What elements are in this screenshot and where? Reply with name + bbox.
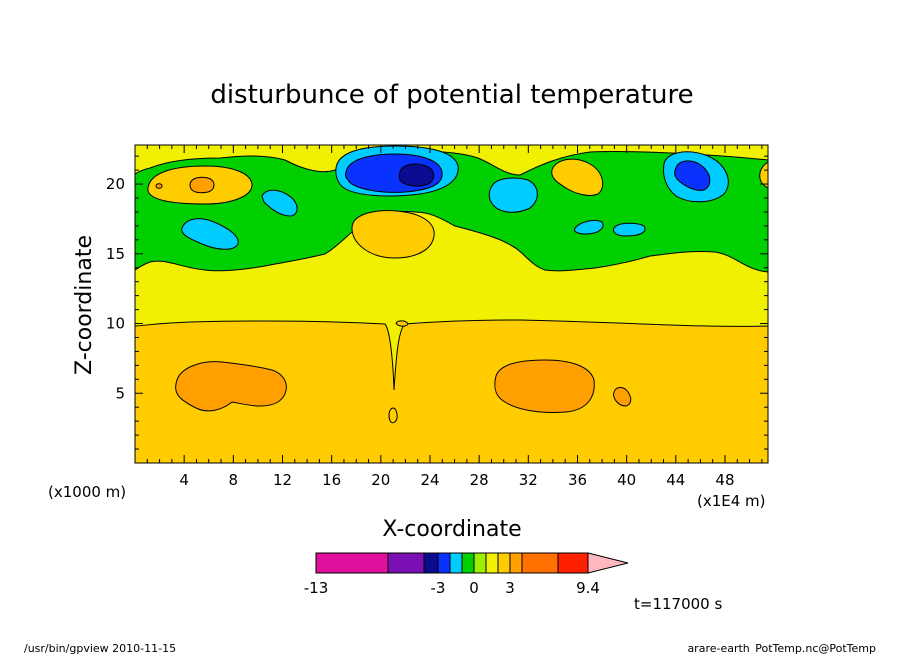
colorbar-segment [461, 552, 475, 574]
region-thin-center-cell [388, 407, 398, 424]
region-cell-left-bottom [175, 361, 287, 412]
colorbar-segment [557, 552, 589, 574]
colorbar-arrow [587, 552, 629, 574]
colorbar-segment [485, 552, 499, 574]
y-tick-label: 10 [106, 315, 125, 333]
colorbar [315, 552, 629, 574]
plot-frame [134, 144, 769, 464]
x-unit-right: (x1E4 m) [697, 492, 766, 510]
x-unit-left: (x1000 m) [48, 483, 126, 501]
x-tick-label: 24 [420, 471, 439, 489]
x-tick-label: 8 [229, 471, 239, 489]
region-blue-top-right [674, 160, 711, 191]
colorbar-segment [521, 552, 559, 574]
time-label: t=117000 s [634, 595, 722, 613]
y-tick-label: 20 [106, 175, 125, 193]
colorbar-labels: -13 -3 0 3 9.4 [304, 579, 600, 597]
region-cell-small-right [613, 387, 632, 407]
colorbar-segment [387, 552, 425, 574]
x-tick-label: 44 [666, 471, 685, 489]
x-tick-label: 12 [273, 471, 292, 489]
region-orange-mid [351, 210, 435, 259]
colorbar-segment [449, 552, 463, 574]
x-tick-label: 48 [715, 471, 734, 489]
y-tick-label: 5 [115, 384, 125, 402]
region-cyan-mid-right [488, 177, 538, 213]
region-cyan-left [181, 218, 239, 250]
x-tick-label: 28 [470, 471, 489, 489]
x-tick-label: 4 [179, 471, 189, 489]
region-small-top-center-cell [395, 320, 409, 327]
colorbar-segment [509, 552, 523, 574]
colorbar-label: -13 [304, 579, 329, 597]
source-label: arare-earth_PotTemp.nc@PotTemp [687, 642, 876, 654]
axis-ticks [135, 145, 768, 463]
colorbar-label: -3 [431, 579, 446, 597]
region-upper-layer [135, 145, 768, 273]
colorbar-segment [473, 552, 487, 574]
chart-title: disturbunce of potential temperature [210, 80, 693, 110]
y-tick-label: 15 [106, 245, 125, 263]
colorbar-segment [437, 552, 451, 574]
x-tick-label: 20 [371, 471, 390, 489]
colorbar-label: 9.4 [576, 579, 600, 597]
x-tick-label: 36 [568, 471, 587, 489]
region-small-top-left-cell [155, 183, 163, 189]
x-tick-label: 16 [322, 471, 341, 489]
region-cell-left-top [189, 176, 215, 194]
colorbar-label: 0 [469, 579, 479, 597]
region-cyan-far-right [613, 222, 646, 237]
contour-field [135, 145, 768, 463]
x-tick-label: 32 [519, 471, 538, 489]
region-dark-blue-cell [398, 163, 435, 187]
x-tick-label: 40 [617, 471, 636, 489]
colorbar-segment [315, 552, 389, 574]
region-cyan-small-right [574, 219, 604, 235]
region-cell-right-bottom [494, 359, 595, 413]
program-label: /usr/bin/gpview 2010-11-15 [24, 642, 176, 654]
region-cyan-small-left [261, 189, 298, 217]
colorbar-segment [497, 552, 511, 574]
colorbar-segment [423, 552, 439, 574]
y-axis-label: Z-coordinate [72, 235, 97, 375]
colorbar-label: 3 [505, 579, 515, 597]
region-orange-right-top [551, 158, 604, 196]
x-axis-label: X-coordinate [382, 517, 521, 542]
